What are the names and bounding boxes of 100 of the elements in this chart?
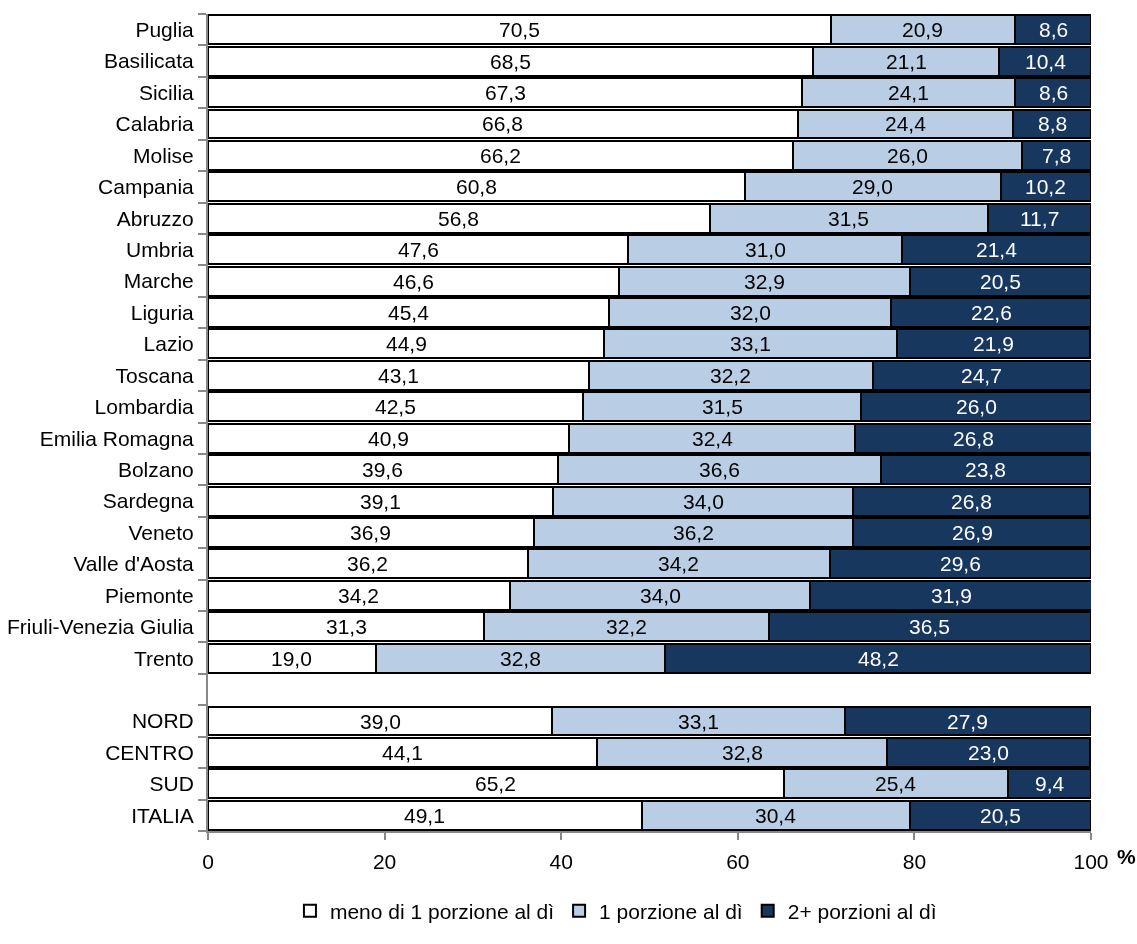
- data-label: 27,9: [947, 710, 988, 733]
- data-label: 44,9: [386, 332, 427, 355]
- y-tick-label: Trento: [133, 646, 194, 670]
- x-tick-label: 40: [549, 850, 573, 874]
- y-tick-label: SUD: [149, 772, 194, 796]
- y-tick-label: Umbria: [126, 238, 195, 262]
- data-label: 32,8: [722, 741, 763, 764]
- data-label: 31,3: [326, 615, 367, 638]
- data-label: 32,9: [744, 270, 785, 293]
- data-label: 65,2: [475, 772, 516, 795]
- data-label: 66,2: [480, 144, 521, 167]
- data-label: 21,9: [973, 332, 1014, 355]
- data-label: 24,7: [961, 364, 1002, 387]
- data-label: 44,1: [382, 741, 423, 764]
- data-label: 22,6: [971, 301, 1012, 324]
- data-label: 26,9: [952, 521, 993, 544]
- data-label: 10,2: [1025, 175, 1066, 198]
- data-label: 36,6: [699, 458, 740, 481]
- data-label: 36,2: [347, 552, 388, 575]
- data-label: 45,4: [388, 301, 430, 324]
- data-label: 29,6: [940, 552, 981, 575]
- data-label: 39,0: [360, 710, 401, 733]
- data-label: 10,4: [1025, 50, 1067, 73]
- data-label: 32,2: [606, 615, 647, 638]
- data-label: 8,8: [1038, 112, 1068, 135]
- data-label: 36,9: [350, 521, 391, 544]
- y-tick-label: Marche: [123, 269, 194, 293]
- data-label: 46,6: [393, 270, 434, 293]
- legend-label: 1 porzione al dì: [599, 899, 743, 923]
- data-label: 34,0: [683, 490, 724, 513]
- y-tick-label: ITALIA: [131, 803, 194, 827]
- x-tick-label: 60: [726, 850, 750, 874]
- y-tick-label: CENTRO: [105, 740, 194, 764]
- x-tick-label: 0: [202, 850, 214, 874]
- y-tick-label: Calabria: [115, 112, 195, 136]
- data-label: 7,8: [1042, 144, 1072, 167]
- y-tick-label: Sicilia: [138, 80, 195, 104]
- data-label: 67,3: [485, 81, 526, 104]
- data-label: 40,9: [368, 427, 409, 450]
- data-label: 34,0: [640, 584, 681, 607]
- y-tick-label: Friuli-Venezia Giulia: [7, 615, 195, 639]
- data-label: 20,9: [902, 18, 943, 41]
- data-label: 47,6: [398, 238, 439, 261]
- data-label: 31,5: [828, 207, 869, 230]
- data-label: 49,1: [404, 804, 445, 827]
- data-label: 21,4: [976, 238, 1018, 261]
- data-label: 8,6: [1039, 81, 1069, 104]
- data-label: 21,1: [886, 50, 927, 73]
- data-label: 66,8: [482, 112, 523, 135]
- y-tick-label: Sardegna: [102, 489, 195, 513]
- data-label: 32,8: [500, 647, 541, 670]
- data-label: 70,5: [499, 18, 540, 41]
- data-label: 8,6: [1039, 18, 1069, 41]
- data-label: 26,0: [956, 395, 997, 418]
- data-label: 19,0: [271, 647, 312, 670]
- y-tick-label: Emilia Romagna: [39, 426, 195, 450]
- data-label: 33,1: [678, 710, 719, 733]
- data-label: 23,8: [965, 458, 1006, 481]
- data-label: 23,0: [968, 741, 1009, 764]
- data-label: 32,2: [710, 364, 751, 387]
- data-label: 33,1: [730, 332, 771, 355]
- data-label: 39,6: [362, 458, 403, 481]
- data-label: 20,5: [980, 270, 1021, 293]
- y-tick-label: Liguria: [130, 300, 195, 324]
- y-tick-label: Abruzzo: [116, 206, 194, 230]
- y-tick-label: Molise: [133, 143, 194, 167]
- data-label: 31,5: [702, 395, 743, 418]
- data-label: 24,1: [888, 81, 929, 104]
- y-tick-label: Puglia: [135, 18, 195, 42]
- x-tick-label: 80: [902, 850, 927, 874]
- data-label: 26,0: [887, 144, 928, 167]
- y-tick-label: NORD: [131, 709, 194, 733]
- x-tick-label: 100: [1073, 850, 1109, 874]
- data-label: 31,0: [745, 238, 786, 261]
- data-label: 32,4: [692, 427, 734, 450]
- data-label: 56,8: [438, 207, 479, 230]
- data-label: 26,8: [951, 490, 992, 513]
- data-label: 36,2: [673, 521, 714, 544]
- y-tick-label: Lazio: [143, 332, 194, 356]
- data-label: 42,5: [375, 395, 416, 418]
- data-label: 29,0: [852, 175, 893, 198]
- data-label: 34,2: [658, 552, 699, 575]
- y-tick-label: Campania: [98, 175, 195, 199]
- legend-label: 2+ porzioni al dì: [787, 899, 937, 923]
- data-label: 24,4: [885, 112, 927, 135]
- y-tick-label: Toscana: [115, 363, 195, 387]
- data-label: 43,1: [378, 364, 419, 387]
- data-label: 26,8: [953, 427, 994, 450]
- data-label: 30,4: [755, 804, 797, 827]
- x-axis-title: %: [1117, 845, 1136, 868]
- data-label: 36,5: [909, 615, 950, 638]
- y-tick-label: Basilicata: [103, 49, 195, 73]
- legend-label: meno di 1 porzione al dì: [329, 899, 555, 923]
- data-label: 9,4: [1035, 772, 1065, 795]
- data-label: 32,0: [730, 301, 771, 324]
- data-label: 11,7: [1020, 207, 1060, 230]
- data-label: 31,9: [931, 584, 972, 607]
- x-tick-label: 20: [372, 850, 397, 874]
- y-tick-label: Lombardia: [94, 395, 195, 419]
- data-label: 25,4: [875, 772, 917, 795]
